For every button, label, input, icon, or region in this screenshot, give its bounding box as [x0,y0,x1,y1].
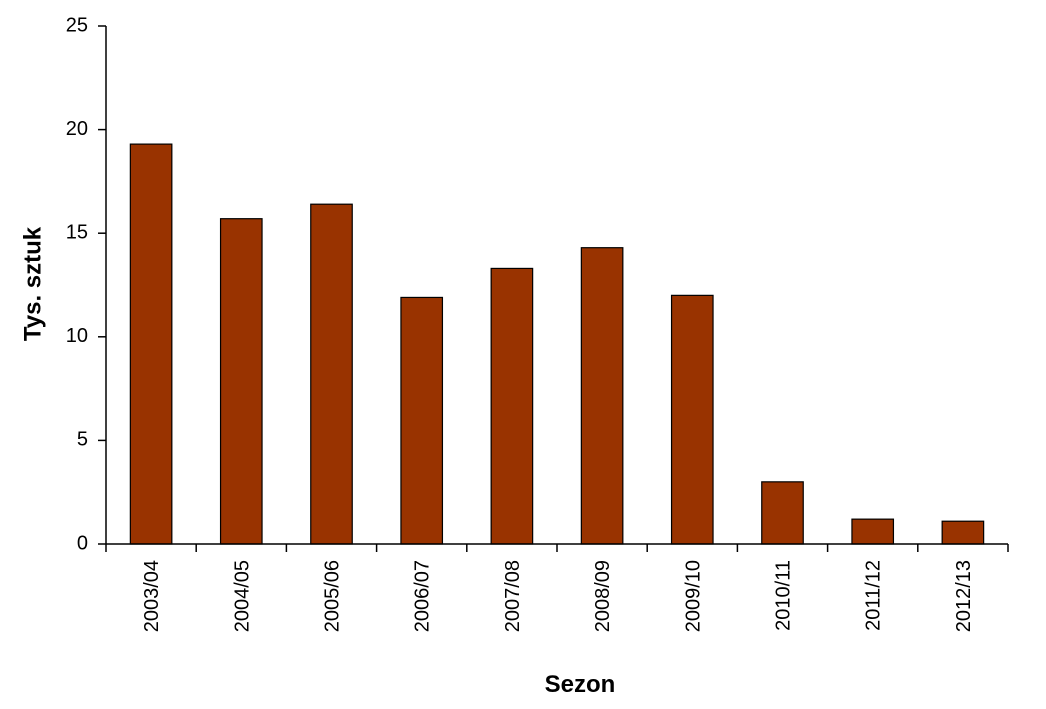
bars-layer [129,143,985,545]
y-tick-label: 0 [77,532,88,554]
x-axis-title: Sezon [545,671,616,698]
bar [670,294,714,545]
y-tick-label: 10 [66,325,88,347]
bar [851,518,895,545]
y-axis-title: Tys. sztuk [19,226,46,341]
y-tick-label: 25 [66,14,88,36]
x-tick-label: 2004/05 [231,560,253,632]
bar [400,296,444,545]
axes-layer: 0 5 10 15 20 25 2003/04 2004/05 2005/06 2006/07 20… [66,14,1009,632]
x-tick-label: 2010/11 [773,560,795,631]
y-tick-label: 15 [66,221,88,243]
x-tick-label: 2006/07 [412,560,434,632]
bar [219,218,263,545]
x-tick-label: 2008/09 [592,560,614,632]
x-tick-label: 2012/13 [953,560,975,632]
y-tick-label: 5 [77,429,88,451]
bar [129,143,173,545]
x-tick-label: 2009/10 [682,560,704,632]
bar [310,203,353,545]
x-tick-label: 2007/08 [502,560,524,632]
bar [941,520,985,545]
bar [580,247,624,545]
y-tick-label: 20 [66,118,88,140]
x-tick-label: 2003/04 [141,560,163,632]
x-tick-label: 2005/06 [322,560,344,632]
bar [761,481,804,545]
x-tick-label: 2011/12 [863,560,885,631]
bar [490,267,534,545]
